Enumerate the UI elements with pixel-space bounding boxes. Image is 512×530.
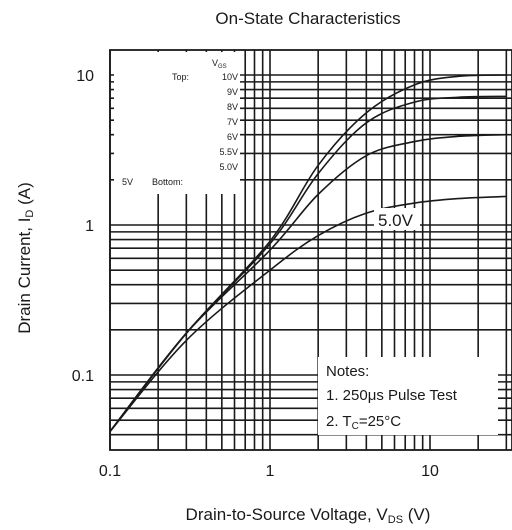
legend-entry: 9V: [227, 87, 238, 97]
notes-title: Notes:: [326, 363, 369, 380]
legend-left-label: 5V: [122, 177, 133, 187]
curve-label-5v: 5.0V: [378, 211, 414, 230]
x-axis-label: Drain-to-Source Voltage, VDS (V): [186, 505, 431, 526]
legend-entry: 10V: [222, 72, 238, 82]
legend: VGS Top: 10V 9V 8V 7V 6V 5.5V 5.0V 5V Bottom:: [114, 52, 240, 194]
tick-labels: 0.1 1 10 0.1 1 10: [72, 68, 439, 480]
y-axis-label: Drain Current, ID (A): [15, 182, 36, 334]
series-lines: [110, 74, 507, 433]
y-tick-label: 0.1: [72, 368, 94, 385]
curve-label-group: 5.0V: [374, 208, 420, 230]
legend-top-label: Top:: [172, 72, 189, 82]
legend-bottom-label: Bottom:: [152, 177, 183, 187]
legend-entry: 8V: [227, 102, 238, 112]
x-tick-label: 1: [266, 463, 275, 480]
legend-entry: 6V: [227, 132, 238, 142]
notes-box: Notes: 1. 250μs Pulse Test 2. TC=25°C: [318, 357, 498, 435]
legend-entry: 7V: [227, 117, 238, 127]
legend-entry: 5.0V: [219, 162, 238, 172]
chart-title: On-State Characteristics: [215, 9, 400, 28]
notes-line-2: 2. TC=25°C: [326, 413, 401, 432]
y-tick-label: 10: [76, 68, 94, 85]
plot-frame: [109, 49, 512, 451]
x-tick-label: 10: [421, 463, 439, 480]
series-line-5-0V: [110, 195, 507, 433]
series-line-7V: [110, 133, 507, 433]
x-tick-label: 0.1: [99, 463, 121, 480]
notes-line-1: 1. 250μs Pulse Test: [326, 387, 458, 404]
legend-header: VGS: [212, 58, 227, 70]
legend-entry: 5.5V: [219, 147, 238, 157]
y-tick-label: 1: [85, 218, 94, 235]
